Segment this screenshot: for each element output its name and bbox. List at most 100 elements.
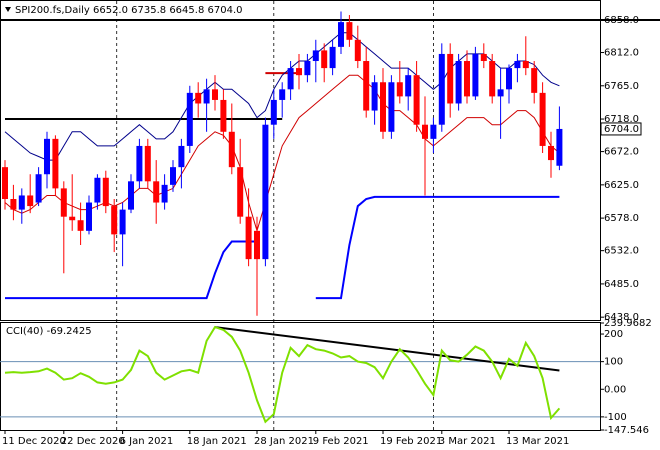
candle-body — [86, 202, 92, 231]
candle-body — [363, 61, 370, 111]
candle-body — [405, 75, 412, 97]
candle-body — [18, 195, 25, 210]
candle-body — [254, 230, 260, 260]
candle-body — [102, 177, 109, 207]
x-tick-label: 18 Jan 2021 — [187, 436, 247, 447]
candle-body — [312, 50, 319, 62]
candle-body — [338, 22, 344, 47]
x-tick-label: 13 Mar 2021 — [506, 436, 569, 447]
candle-body — [497, 89, 504, 97]
cci-frame — [0, 322, 601, 431]
candle-body — [539, 92, 546, 146]
candle-body — [77, 220, 84, 231]
candle-body — [388, 82, 395, 132]
x-tick-label: 19 Feb 2021 — [380, 436, 442, 447]
candle-body — [35, 174, 42, 203]
candle-body — [237, 167, 244, 217]
candle-body — [556, 128, 563, 166]
candle-body — [144, 145, 151, 182]
candle-body — [447, 53, 454, 104]
y-tick-label: 6672.0 — [604, 147, 639, 158]
candle-body — [455, 61, 462, 104]
y-tick-label: 6578.0 — [604, 213, 639, 224]
y-tick-label: 6485.0 — [604, 279, 639, 290]
cci-title: CCI(40) -69.2425 — [6, 326, 92, 337]
candle-body — [321, 50, 328, 69]
last-price-box — [600, 122, 642, 136]
candle-body — [10, 199, 17, 210]
main-frame — [0, 0, 601, 321]
x-tick-label: 3 Mar 2021 — [439, 436, 496, 447]
candle-body — [329, 46, 336, 69]
candle-body — [489, 61, 496, 97]
candle-body — [472, 53, 479, 97]
candle-body — [111, 206, 118, 235]
x-tick-label: 9 Feb 2021 — [313, 436, 369, 447]
candle-body — [380, 82, 386, 132]
candle-body — [287, 68, 294, 90]
candle-body — [422, 124, 428, 139]
candle-body — [371, 82, 378, 111]
candle-body — [548, 145, 554, 161]
y-tick-label: 0.00 — [604, 384, 626, 395]
candle-body — [270, 99, 277, 125]
y-tick-label: 6438.0 — [604, 312, 639, 323]
candle-body — [262, 124, 269, 260]
y-tick-label: 6765.0 — [604, 81, 639, 92]
trend-line — [214, 326, 560, 372]
y-tick-label: -100 — [604, 412, 627, 423]
candle-body — [430, 124, 437, 139]
candle-body — [161, 184, 168, 203]
candle-body — [52, 138, 59, 189]
candle-body — [464, 61, 470, 97]
candle-body — [480, 53, 487, 62]
candle-body — [2, 167, 8, 200]
candle-body — [170, 167, 176, 185]
candle-body — [228, 131, 235, 168]
y-tick-label: 100 — [604, 357, 623, 368]
x-tick-label: 22 Dec 2020 — [61, 436, 125, 447]
x-tick-label: 6 Jan 2021 — [120, 436, 174, 447]
candle-body — [27, 195, 34, 207]
candle-body — [304, 61, 311, 76]
y-tick-label: 239.9682 — [604, 318, 652, 329]
candle-body — [69, 216, 76, 221]
candle-body — [44, 138, 50, 175]
candle-body — [212, 89, 218, 100]
candle-body — [60, 188, 67, 217]
candle-body — [94, 177, 101, 203]
candle-body — [119, 209, 126, 235]
candle-body — [413, 75, 420, 125]
candle-body — [136, 145, 143, 182]
candle-body — [296, 68, 302, 76]
candle-body — [522, 61, 529, 69]
candle-body — [279, 89, 286, 100]
y-tick-label: 6625.0 — [604, 180, 639, 191]
last-price-label: 6704.0 — [604, 124, 639, 135]
candle-body — [396, 82, 403, 97]
candle-body — [514, 61, 521, 69]
menu-marker — [5, 7, 11, 12]
indicator-line — [5, 195, 560, 300]
y-tick-label: 6718.0 — [604, 114, 639, 125]
x-tick-label: 28 Jan 2021 — [254, 436, 314, 447]
candle-body — [220, 99, 227, 132]
x-tick-label: 11 Dec 2020 — [2, 436, 66, 447]
candle-body — [506, 68, 512, 90]
y-tick-label: 6532.0 — [604, 246, 639, 257]
chart-title: SPI200.fs,Daily 6652.0 6735.8 6645.8 670… — [15, 5, 242, 16]
candle-body — [195, 92, 202, 104]
candle-body — [178, 145, 185, 168]
candle-body — [203, 89, 210, 104]
candle-body — [128, 181, 134, 210]
candle-body — [346, 22, 353, 40]
candle-body — [186, 92, 193, 146]
candle-body — [354, 39, 361, 62]
y-tick-label: -147.546 — [604, 425, 649, 436]
y-tick-label: 200 — [604, 329, 623, 340]
candle-body — [438, 53, 445, 125]
candle-body — [245, 216, 252, 260]
